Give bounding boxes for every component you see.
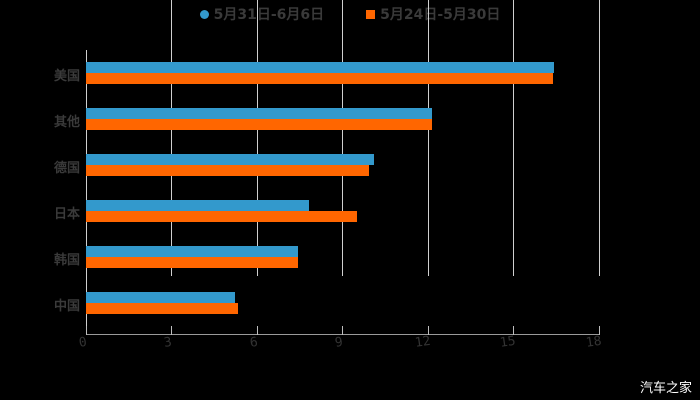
bar-week1[interactable] xyxy=(86,154,374,165)
x-tick-label: 6 xyxy=(249,334,259,351)
x-tick-label: 18 xyxy=(585,333,603,351)
x-tick xyxy=(171,326,172,335)
bar-week2[interactable] xyxy=(86,165,369,176)
x-tick-label: 0 xyxy=(78,334,88,351)
legend-item-week2[interactable]: 5月24日-5月30日 xyxy=(366,4,500,24)
bar-week2[interactable] xyxy=(86,73,554,84)
x-tick-label: 12 xyxy=(414,333,432,351)
x-tick-label: 3 xyxy=(163,334,173,351)
x-tick xyxy=(257,326,258,335)
category-label-japan: 日本 xyxy=(53,207,80,222)
x-tick-label: 9 xyxy=(334,334,344,351)
x-tick xyxy=(513,326,514,335)
x-axis-line xyxy=(86,334,600,335)
x-tick xyxy=(428,326,429,335)
category-label-other: 其他 xyxy=(53,115,80,130)
bar-week1[interactable] xyxy=(86,246,299,257)
bar-week2[interactable] xyxy=(86,257,299,268)
category-label-korea: 韩国 xyxy=(53,253,80,268)
bar-week1[interactable] xyxy=(86,108,432,119)
gridline xyxy=(257,0,258,276)
bar-week1[interactable] xyxy=(86,200,309,211)
category-label-germany: 德国 xyxy=(53,161,80,176)
legend-square-icon xyxy=(366,9,376,19)
gridline xyxy=(513,0,514,276)
bar-week2[interactable] xyxy=(86,119,432,130)
x-tick xyxy=(342,326,343,335)
bar-week1[interactable] xyxy=(86,62,554,73)
bar-week2[interactable] xyxy=(86,211,358,222)
gridline xyxy=(599,0,600,276)
legend-item-week1[interactable]: 5月31日-6月6日 xyxy=(199,4,325,24)
chart-legend: 5月31日-6月6日 5月24日-5月30日 xyxy=(0,4,700,24)
gridline xyxy=(342,0,343,276)
gridline xyxy=(171,0,172,276)
y-axis-line xyxy=(86,50,87,326)
x-tick xyxy=(86,326,87,335)
category-label-china: 中国 xyxy=(53,299,80,314)
x-tick xyxy=(599,326,600,335)
bar-week2[interactable] xyxy=(86,303,238,314)
watermark: 汽车之家 xyxy=(639,381,692,396)
gridline xyxy=(428,0,429,276)
legend-label: 5月31日-6月6日 xyxy=(213,7,325,23)
legend-circle-icon xyxy=(199,9,209,19)
legend-label: 5月24日-5月30日 xyxy=(380,7,501,23)
category-label-usa: 美国 xyxy=(53,69,80,84)
bar-week1[interactable] xyxy=(86,292,236,303)
x-tick-label: 15 xyxy=(499,333,517,351)
